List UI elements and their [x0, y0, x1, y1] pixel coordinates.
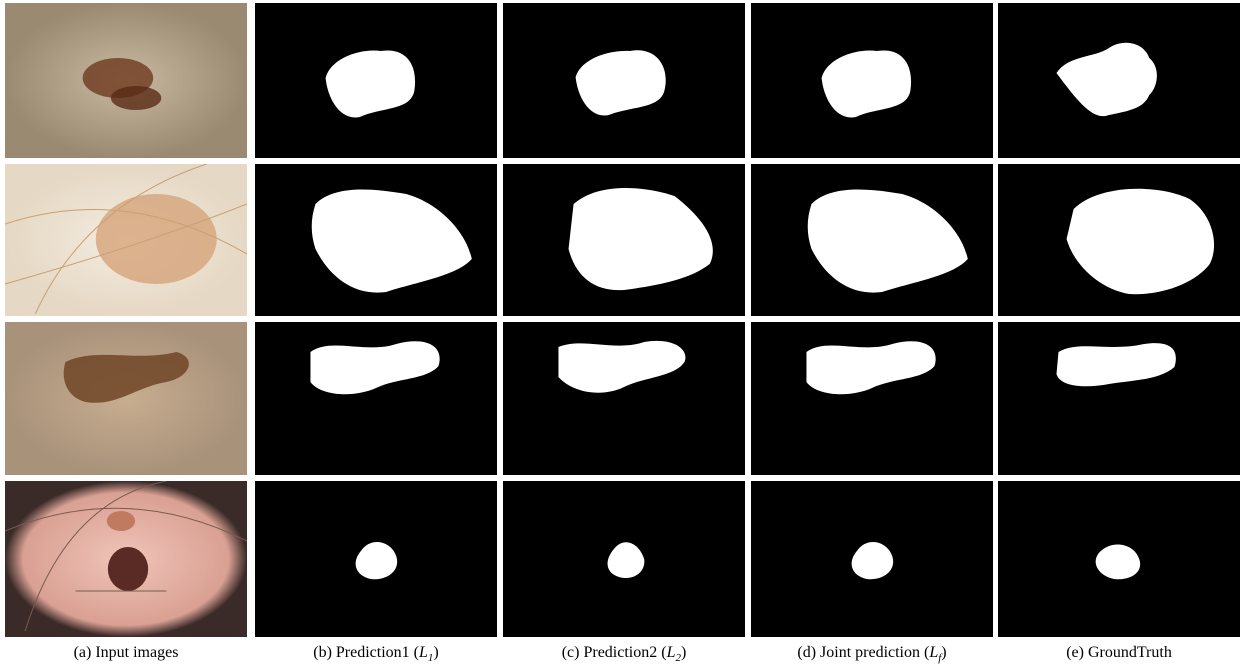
caption: (a) Input images — [2, 644, 250, 662]
image — [5, 322, 247, 475]
image — [5, 481, 247, 637]
image — [255, 322, 497, 475]
image — [503, 164, 745, 316]
figure: (a) Input images(b) Prediction1 (L1)(c) … — [0, 0, 1246, 671]
image — [255, 481, 497, 637]
caption-after: ) — [433, 644, 438, 661]
caption: (c) Prediction2 (L2) — [500, 644, 748, 664]
caption-before: (d) Joint prediction ( — [797, 644, 929, 661]
image — [5, 3, 247, 158]
caption-text: (e) GroundTruth — [1066, 644, 1172, 661]
image — [751, 3, 993, 158]
image — [503, 3, 745, 158]
image — [503, 481, 745, 637]
image — [5, 164, 247, 316]
caption-symbol: L — [929, 644, 938, 661]
caption-after: ) — [681, 644, 686, 661]
caption-after: ) — [941, 644, 946, 661]
caption-symbol: L — [419, 644, 428, 661]
caption: (d) Joint prediction (Lf) — [748, 644, 996, 664]
image — [503, 322, 745, 475]
caption-before: (c) Prediction2 ( — [562, 644, 667, 661]
image — [255, 164, 497, 316]
image — [998, 164, 1240, 316]
caption-before: (b) Prediction1 ( — [313, 644, 419, 661]
image — [998, 3, 1240, 158]
image — [255, 3, 497, 158]
image — [998, 322, 1240, 475]
image — [751, 164, 993, 316]
caption-text: (a) Input images — [74, 644, 179, 661]
caption: (e) GroundTruth — [995, 644, 1243, 662]
image — [751, 481, 993, 637]
image — [998, 481, 1240, 637]
image — [751, 322, 993, 475]
caption: (b) Prediction1 (L1) — [252, 644, 500, 664]
